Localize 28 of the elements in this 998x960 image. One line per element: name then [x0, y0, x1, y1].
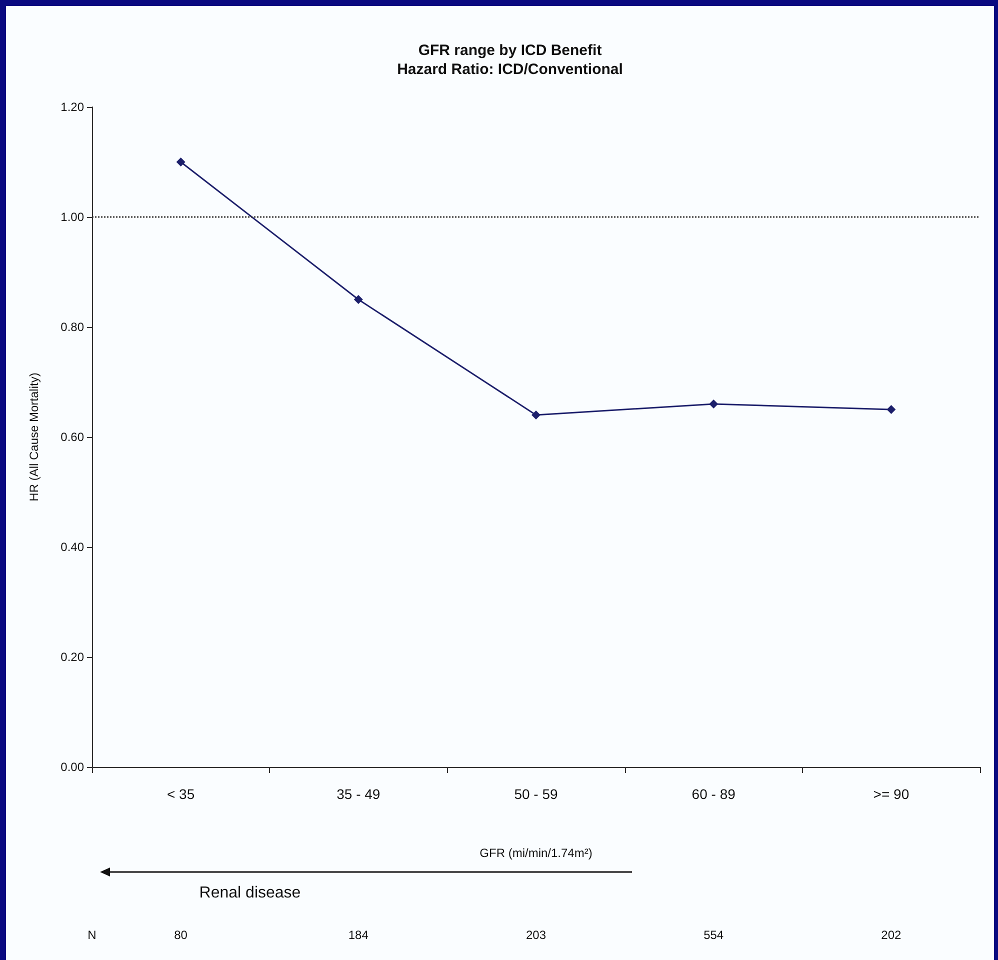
y-tick-label: 0.60 — [60, 430, 84, 444]
x-axis-title: GFR (mi/min/1.74m²) — [480, 846, 592, 860]
point — [886, 405, 896, 414]
y-tick-label: 0.40 — [60, 540, 84, 554]
point — [532, 410, 540, 420]
y-tick-label: 1.00 — [60, 210, 84, 224]
x-tick-label: 50 - 59 — [514, 786, 558, 802]
x-tick-label: 60 - 89 — [692, 786, 736, 802]
y-axis-title: HR (All Cause Mortality) — [27, 372, 41, 502]
y-tick-label: 0.80 — [60, 320, 84, 334]
point — [709, 400, 718, 408]
y-tick-label: 0.20 — [60, 650, 84, 664]
x-tick-label: < 35 — [166, 786, 195, 802]
text: 554 — [704, 928, 724, 942]
y-tick-label: 0.00 — [60, 760, 84, 774]
text: 80 — [174, 928, 188, 942]
x-tick-label: 35 - 49 — [336, 786, 380, 802]
chart-title: GFR range by ICD Benefit — [418, 42, 602, 59]
text: 203 — [526, 928, 546, 942]
x-tick-label: >= 90 — [873, 786, 910, 802]
text: Renal disease — [199, 884, 301, 902]
y-tick-label: 1.20 — [60, 100, 84, 114]
text: 202 — [881, 928, 902, 942]
text: 184 — [348, 928, 369, 942]
chart-subtitle: Hazard Ratio: ICD/Conventional — [397, 61, 623, 78]
point — [354, 295, 363, 304]
text: N — [88, 928, 96, 942]
point — [176, 158, 186, 166]
